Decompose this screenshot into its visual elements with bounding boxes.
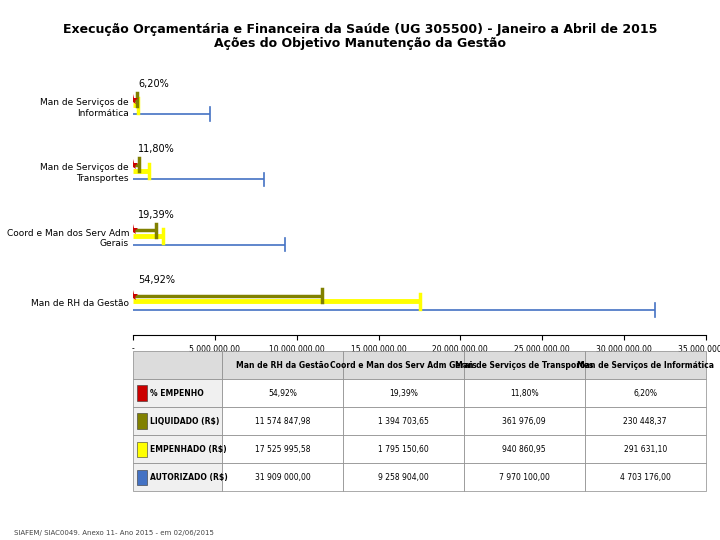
Bar [137, 386, 147, 401]
Bar [137, 470, 147, 485]
Text: 1 394 703,65: 1 394 703,65 [378, 417, 428, 426]
Text: 11,80%: 11,80% [510, 389, 539, 397]
Text: 6,20%: 6,20% [633, 389, 657, 397]
Text: 17 525 995,58: 17 525 995,58 [255, 445, 310, 454]
Bar [133, 407, 222, 435]
Text: 6,20%: 6,20% [138, 79, 169, 89]
Text: % EMPENHO: % EMPENHO [150, 389, 204, 397]
Text: AUTORIZADO (R$): AUTORIZADO (R$) [150, 473, 228, 482]
Text: 11,80%: 11,80% [138, 145, 175, 154]
Text: Man de Serviços de Transportes: Man de Serviços de Transportes [455, 361, 593, 369]
Bar [343, 379, 464, 407]
Bar [133, 379, 222, 407]
Text: 19,39%: 19,39% [138, 210, 175, 220]
Bar [343, 351, 464, 379]
Text: Man de Serviços de Informática: Man de Serviços de Informática [577, 361, 714, 369]
Text: 19,39%: 19,39% [389, 389, 418, 397]
Bar [343, 463, 464, 491]
Text: 940 860,95: 940 860,95 [503, 445, 546, 454]
Bar [137, 414, 147, 429]
Text: 11 574 847,98: 11 574 847,98 [255, 417, 310, 426]
Text: EMPENHADO (R$): EMPENHADO (R$) [150, 445, 227, 454]
Bar [222, 379, 343, 407]
Text: 9 258 904,00: 9 258 904,00 [378, 473, 428, 482]
Bar [222, 407, 343, 435]
Bar [585, 351, 706, 379]
Bar [464, 435, 585, 463]
Bar [343, 407, 464, 435]
Text: 54,92%: 54,92% [268, 389, 297, 397]
Bar [464, 407, 585, 435]
Text: 54,92%: 54,92% [138, 275, 175, 285]
Text: Execução Orçamentária e Financeira da Saúde (UG 305500) - Janeiro a Abril de 201: Execução Orçamentária e Financeira da Sa… [63, 23, 657, 36]
Text: 31 909 000,00: 31 909 000,00 [254, 473, 310, 482]
Text: Man de RH da Gestão: Man de RH da Gestão [236, 361, 329, 369]
Bar [133, 435, 222, 463]
Bar [464, 351, 585, 379]
Bar [222, 463, 343, 491]
Bar [585, 379, 706, 407]
Bar [137, 442, 147, 457]
Bar [343, 435, 464, 463]
Bar [464, 379, 585, 407]
Text: 291 631,10: 291 631,10 [624, 445, 667, 454]
Text: Ações do Objetivo Manutenção da Gestão: Ações do Objetivo Manutenção da Gestão [214, 37, 506, 50]
Bar [585, 407, 706, 435]
Text: 1 795 150,60: 1 795 150,60 [378, 445, 428, 454]
Bar [133, 351, 222, 379]
Text: 4 703 176,00: 4 703 176,00 [620, 473, 670, 482]
Bar [585, 463, 706, 491]
Bar [222, 435, 343, 463]
Text: Coord e Man dos Serv Adm Gerais: Coord e Man dos Serv Adm Gerais [330, 361, 477, 369]
Bar [133, 463, 222, 491]
Bar [464, 463, 585, 491]
Text: 7 970 100,00: 7 970 100,00 [499, 473, 549, 482]
Text: SIAFEM/ SIAC0049. Anexo 11- Ano 2015 - em 02/06/2015: SIAFEM/ SIAC0049. Anexo 11- Ano 2015 - e… [14, 530, 215, 536]
Text: 230 448,37: 230 448,37 [624, 417, 667, 426]
Bar [585, 435, 706, 463]
Text: LIQUIDADO (R$): LIQUIDADO (R$) [150, 417, 220, 426]
Text: 361 976,09: 361 976,09 [503, 417, 546, 426]
Bar [222, 351, 343, 379]
